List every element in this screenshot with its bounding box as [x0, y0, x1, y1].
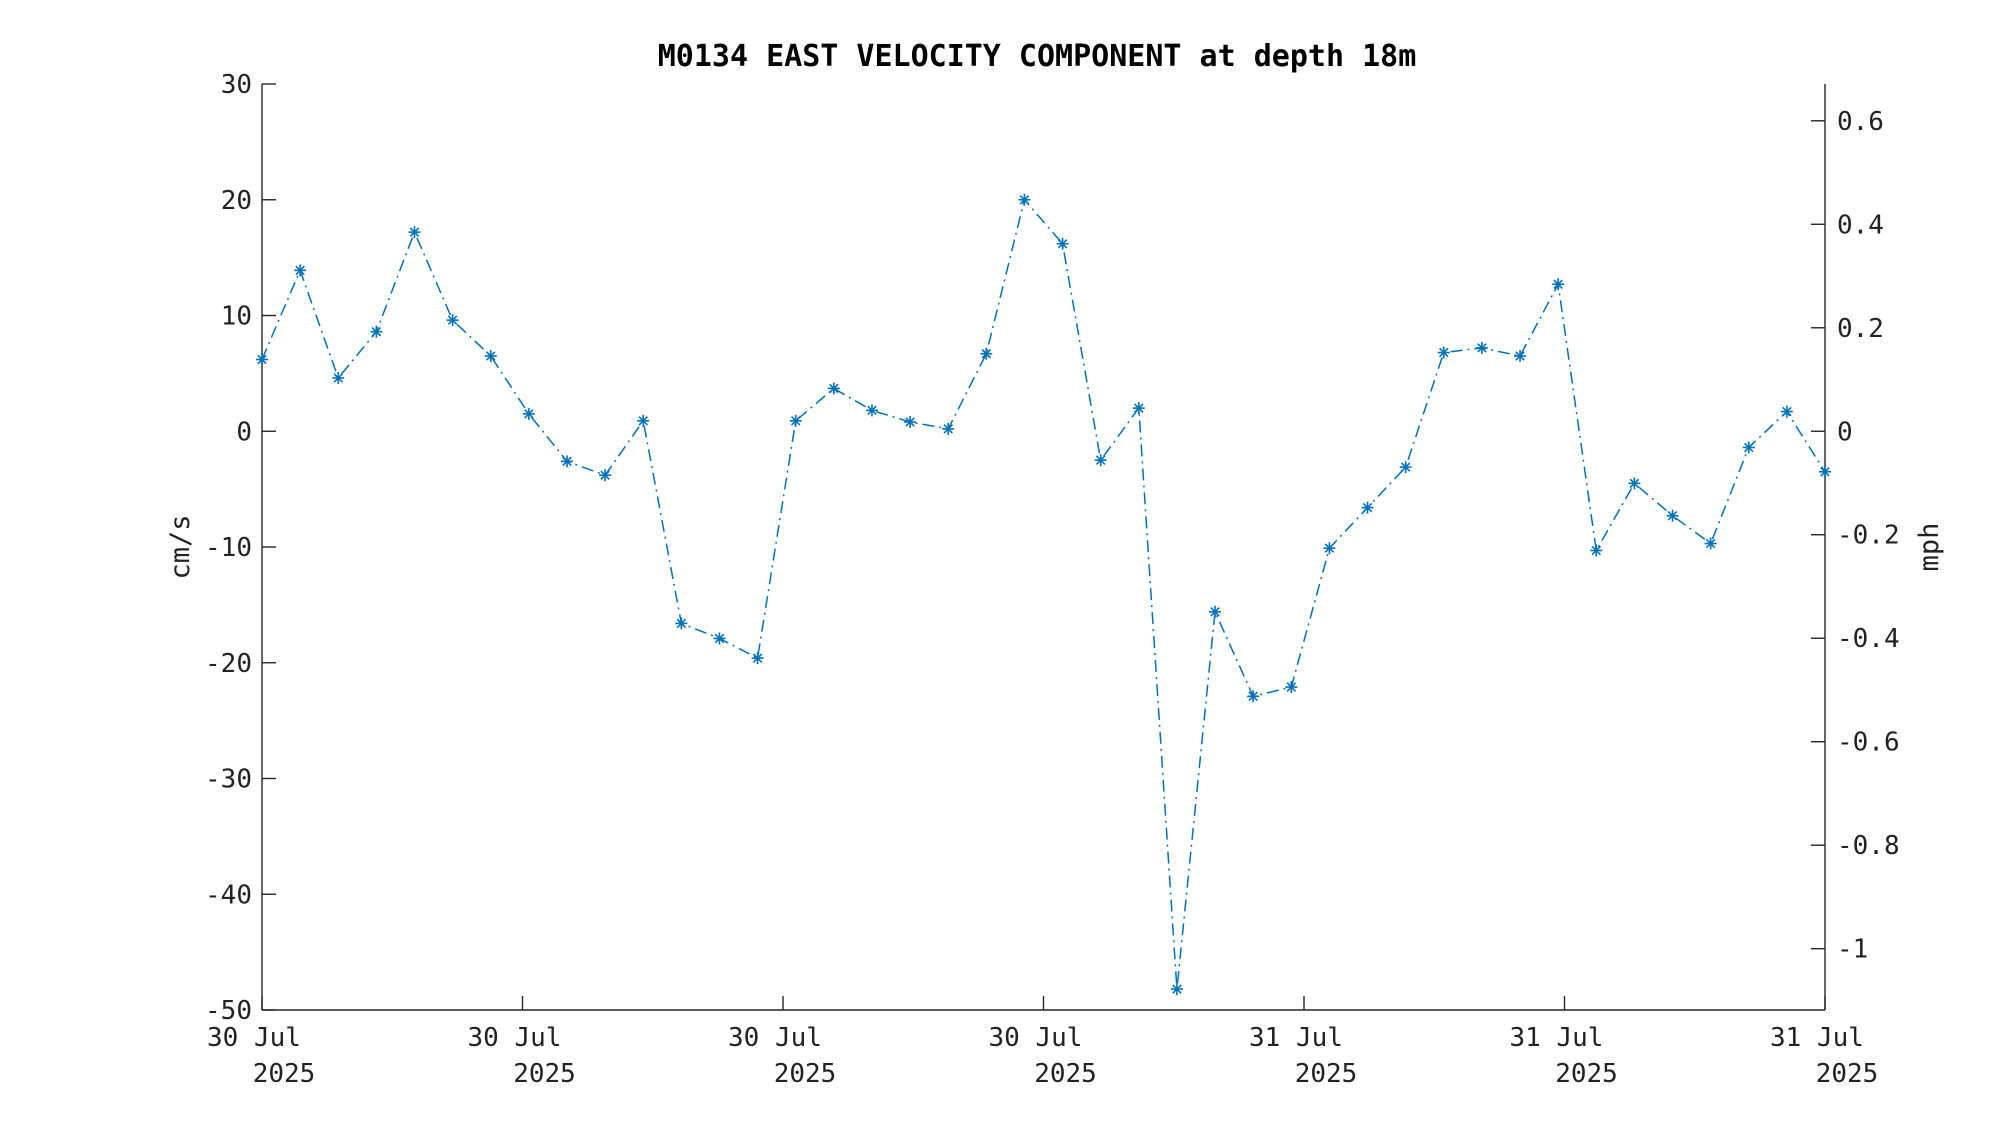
left-y-tick-label: -50 — [205, 996, 252, 1026]
data-point — [637, 414, 650, 427]
data-point — [675, 617, 688, 630]
data-point — [1514, 350, 1527, 363]
data-point — [1780, 405, 1793, 418]
left-y-tick-label: -40 — [205, 880, 252, 910]
x-tick-label-year: 2025 — [1816, 1059, 1879, 1089]
data-point — [1399, 461, 1412, 474]
data-point — [1704, 537, 1717, 550]
data-point — [484, 350, 497, 363]
right-y-tick-label: -0.2 — [1837, 521, 1900, 551]
left-y-tick-label: 10 — [221, 302, 252, 332]
right-y-tick-label: 0.4 — [1837, 210, 1884, 240]
data-point — [1209, 605, 1222, 618]
right-y-tick-label: 0 — [1837, 417, 1853, 447]
data-point — [1094, 454, 1107, 467]
data-point — [1170, 983, 1183, 996]
x-tick-label-year: 2025 — [1295, 1059, 1358, 1089]
y-axis-label-left: cm/s — [165, 514, 196, 579]
x-ticks: 30 Jul 2025 30 Jul 2025 30 Jul 2025 30 Jul 2025… — [207, 996, 1878, 1089]
data-point — [446, 314, 459, 327]
x-tick-label-date: 30 Jul — [207, 1023, 301, 1053]
data-point — [408, 226, 421, 239]
right-y-tick-label: 0.2 — [1837, 314, 1884, 344]
data-point — [256, 353, 268, 366]
data-point — [1552, 278, 1565, 291]
right-y-ticks: 0.6 0.4 0.2 0 -0.2 -0.4 -0.6 -0.8 -1 — [1811, 107, 1900, 965]
right-y-tick-label: -1 — [1837, 935, 1868, 965]
data-point — [1285, 681, 1298, 694]
data-point — [1628, 477, 1641, 490]
data-point — [751, 652, 764, 665]
x-tick-label-year: 2025 — [1555, 1059, 1618, 1089]
data-point — [1475, 341, 1488, 354]
x-tick-label-date: 31 Jul — [1510, 1023, 1604, 1053]
x-tick-label-date: 30 Jul — [728, 1023, 822, 1053]
left-y-ticks: 30 20 10 0 -10 -20 -30 -40 -50 — [205, 70, 276, 1026]
data-point — [294, 264, 307, 277]
data-point — [1323, 542, 1336, 555]
data-point — [560, 455, 573, 468]
data-point — [1437, 346, 1450, 359]
data-point — [942, 422, 955, 435]
left-y-tick-label: -30 — [205, 765, 252, 795]
series-east-velocity — [256, 193, 1831, 996]
x-tick-label-year: 2025 — [774, 1059, 837, 1089]
right-y-tick-label: -0.6 — [1837, 728, 1900, 758]
data-point — [1247, 690, 1260, 703]
chart-title: M0134 EAST VELOCITY COMPONENT at depth 1… — [658, 39, 1417, 74]
x-tick-label-year: 2025 — [1034, 1059, 1097, 1089]
left-y-tick-label: -20 — [205, 649, 252, 679]
x-tick-label-date: 31 Jul — [1770, 1023, 1864, 1053]
data-point — [1819, 465, 1831, 478]
y-axis-label-right: mph — [1914, 523, 1945, 572]
data-point — [1018, 193, 1031, 206]
data-point — [1666, 509, 1679, 522]
x-tick-label-date: 31 Jul — [1249, 1023, 1343, 1053]
data-point — [789, 414, 802, 427]
left-y-tick-label: 30 — [221, 70, 252, 100]
plot-axes — [261, 84, 1826, 1011]
x-tick-label-year: 2025 — [253, 1059, 316, 1089]
data-point — [713, 632, 726, 645]
data-point — [599, 469, 612, 482]
data-point — [865, 404, 878, 417]
x-tick-label-year: 2025 — [513, 1059, 576, 1089]
data-point — [827, 382, 840, 395]
left-y-tick-label: 0 — [236, 417, 252, 447]
data-point — [1056, 237, 1069, 250]
right-y-tick-label: -0.8 — [1837, 831, 1900, 861]
right-y-tick-label: 0.6 — [1837, 107, 1884, 137]
data-point — [980, 347, 993, 360]
x-tick-label-date: 30 Jul — [468, 1023, 562, 1053]
left-y-tick-label: 20 — [221, 186, 252, 216]
left-y-tick-label: -10 — [205, 533, 252, 563]
right-y-tick-label: -0.4 — [1837, 624, 1900, 654]
x-tick-label-date: 30 Jul — [989, 1023, 1083, 1053]
data-point — [1742, 441, 1755, 454]
data-point — [1132, 402, 1145, 415]
data-point — [522, 407, 535, 420]
data-point — [332, 372, 345, 385]
data-point — [1361, 501, 1374, 514]
series-line — [261, 198, 1826, 990]
data-point — [370, 325, 383, 338]
data-point — [904, 415, 917, 428]
data-point — [1590, 544, 1603, 557]
